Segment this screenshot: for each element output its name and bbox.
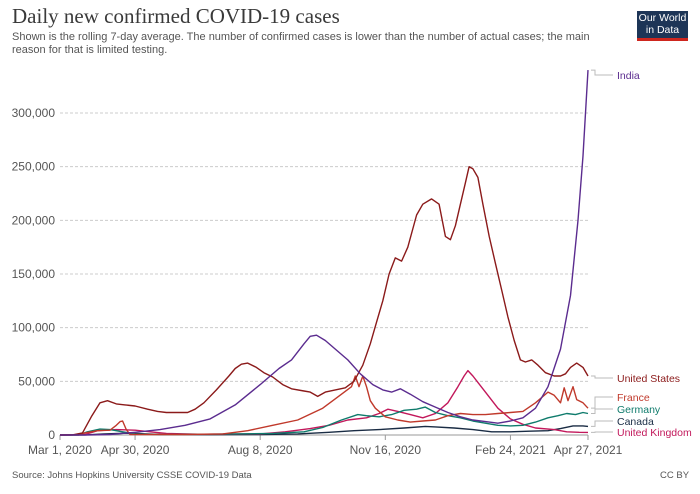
x-tick-label: Apr 27, 2021 — [554, 443, 623, 457]
label-connector — [591, 375, 613, 379]
source-note[interactable]: Source: Johns Hopkins University CSSE CO… — [12, 470, 252, 481]
series-label-united-states[interactable]: United States — [617, 373, 680, 385]
y-axis-ticks: 0 50,000 100,000 150,000 200,000 250,000 300,0… — [12, 106, 56, 442]
label-connector — [591, 396, 613, 409]
x-tick-label: Apr 30, 2020 — [101, 443, 170, 457]
chart-title: Daily new confirmed COVID-19 cases — [12, 4, 340, 28]
x-tick-label: Nov 16, 2020 — [350, 443, 422, 457]
series-label-canada[interactable]: Canada — [617, 416, 654, 428]
grid-lines — [60, 112, 588, 436]
y-tick-label: 100,000 — [12, 321, 56, 335]
series-label-india[interactable]: India — [617, 70, 640, 82]
series-labels: India United States FranceGermanyCanadaUni… — [591, 69, 692, 439]
series-line-france[interactable] — [59, 375, 589, 436]
license-link[interactable]: CC BY — [660, 470, 690, 481]
logo-line-2: in Data — [645, 23, 680, 36]
owid-logo[interactable]: Our World in Data — [637, 11, 688, 41]
y-tick-label: 200,000 — [12, 213, 56, 227]
y-tick-label: 50,000 — [18, 374, 55, 388]
x-axis-ticks: Mar 1, 2020 Apr 30, 2020 Aug 8, 2020 Nov 16… — [28, 435, 623, 457]
label-connector — [591, 69, 613, 76]
y-tick-label: 250,000 — [12, 160, 56, 174]
series-line-india[interactable] — [60, 70, 589, 436]
series-line-united-kingdom[interactable] — [59, 369, 589, 436]
x-tick-label: Feb 24, 2021 — [475, 443, 546, 457]
y-tick-label: 0 — [48, 428, 55, 442]
series-line-united-states[interactable] — [59, 166, 589, 436]
logo-line-1: Our World — [638, 12, 687, 24]
series-label-france[interactable]: France — [617, 392, 650, 404]
chart-subtitle: Shown is the rolling 7-day average. The … — [12, 31, 590, 56]
y-tick-label: 150,000 — [12, 267, 56, 281]
series-lines — [59, 70, 589, 436]
y-tick-label: 300,000 — [12, 106, 56, 120]
label-connector — [591, 420, 613, 427]
x-tick-label: Mar 1, 2020 — [28, 443, 92, 457]
series-label-united-kingdom[interactable]: United Kingdom — [617, 427, 692, 439]
x-tick-label: Aug 8, 2020 — [228, 443, 293, 457]
series-label-germany[interactable]: Germany — [617, 404, 661, 416]
label-connector — [591, 408, 613, 415]
